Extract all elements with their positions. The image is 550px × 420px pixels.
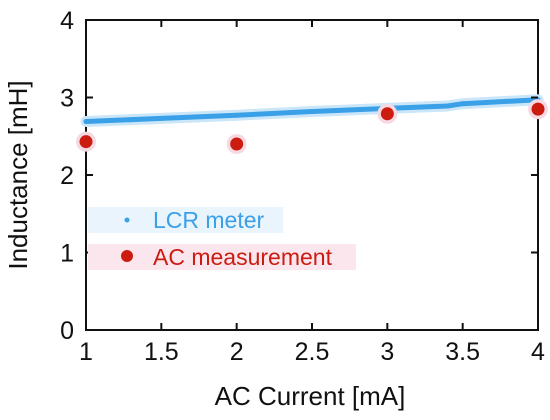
y-tick-label-0: 0 (60, 317, 74, 345)
x-axis-label: AC Current [mA] (215, 381, 406, 411)
lcr-meter-point-0 (83, 119, 89, 125)
lcr-meter-point-2 (234, 112, 240, 118)
x-tick-label-4: 3 (380, 338, 394, 366)
y-tick-label-1: 1 (60, 240, 74, 268)
x-tick-label-1: 1.5 (144, 338, 179, 366)
plot-area (85, 19, 539, 331)
x-tick-label-0: 1 (79, 338, 93, 366)
lcr-meter-point-3 (309, 108, 315, 114)
lcr-meter-point-5 (445, 103, 451, 109)
series-ac-measurement (76, 99, 548, 154)
y-tick-label-3: 3 (60, 85, 74, 113)
plot-frame (85, 19, 539, 331)
legend-lcr-marker (124, 217, 130, 223)
ac-measurement-point-0 (79, 135, 93, 149)
legend-ac-marker (121, 250, 133, 262)
x-tick-label-6: 4 (531, 338, 545, 366)
lcr-meter-point-6 (460, 101, 466, 107)
ac-measurement-point-3 (531, 102, 545, 116)
lcr-meter-point-1 (158, 115, 164, 121)
x-tick-label-3: 2.5 (295, 338, 330, 366)
legend: LCR meter AC measurement (88, 207, 356, 270)
y-tick-label-4: 4 (60, 7, 74, 35)
ac-measurement-point-2 (380, 107, 394, 121)
lcr-meter-line (83, 97, 541, 124)
legend-lcr-highlight (88, 207, 283, 233)
ac-measurement-point-1 (230, 137, 244, 151)
y-axis-label: Inductance [mH] (3, 80, 33, 269)
legend-ac-label: AC measurement (153, 244, 333, 270)
legend-lcr-label: LCR meter (153, 207, 265, 233)
x-tick-label-5: 3.5 (445, 338, 480, 366)
x-tick-label-2: 2 (230, 338, 244, 366)
y-tick-label-2: 2 (60, 162, 74, 190)
series-lcr-meter (80, 94, 544, 127)
